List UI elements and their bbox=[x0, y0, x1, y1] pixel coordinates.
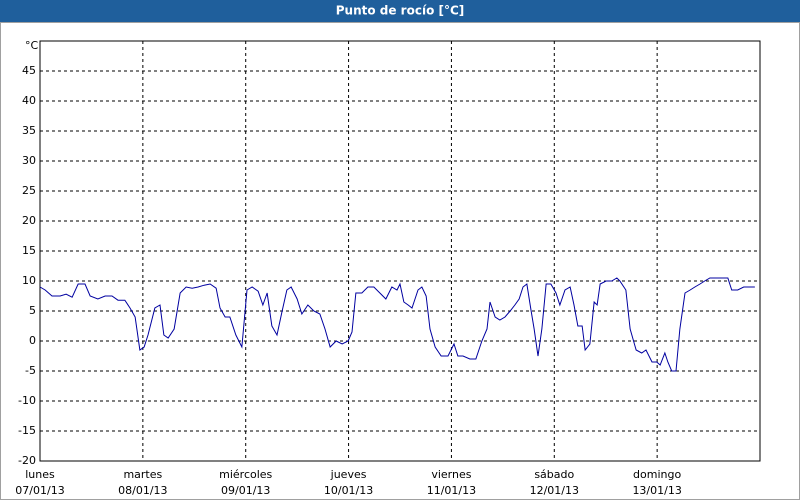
y-tick-label: -5 bbox=[25, 364, 36, 377]
x-tick-date: 09/01/13 bbox=[221, 484, 270, 497]
x-tick-label: viernes bbox=[431, 468, 471, 481]
x-tick-label: lunes bbox=[25, 468, 55, 481]
x-tick-label: jueves bbox=[330, 468, 367, 481]
x-tick-date: 08/01/13 bbox=[118, 484, 167, 497]
chart-title: Punto de rocío [°C] bbox=[336, 4, 465, 18]
header-bar bbox=[0, 0, 800, 22]
y-tick-label: -10 bbox=[18, 394, 36, 407]
x-tick-date: 07/01/13 bbox=[15, 484, 64, 497]
y-tick-label: 5 bbox=[29, 304, 36, 317]
y-tick-label: 45 bbox=[22, 64, 36, 77]
x-tick-label: domingo bbox=[633, 468, 681, 481]
plot-border bbox=[39, 40, 761, 462]
y-tick-label: 0 bbox=[29, 334, 36, 347]
y-tick-label: 25 bbox=[22, 184, 36, 197]
y-tick-label: 35 bbox=[22, 124, 36, 137]
y-axis-label: °C bbox=[25, 39, 39, 52]
x-tick-label: sábado bbox=[534, 468, 574, 481]
y-tick-label: -15 bbox=[18, 424, 36, 437]
x-tick-date: 10/01/13 bbox=[324, 484, 373, 497]
y-tick-label: 15 bbox=[22, 244, 36, 257]
y-tick-label: 10 bbox=[22, 274, 36, 287]
x-tick-label: martes bbox=[123, 468, 162, 481]
y-tick-label: 20 bbox=[22, 214, 36, 227]
y-tick-label: -20 bbox=[18, 454, 36, 467]
x-tick-label: miércoles bbox=[219, 468, 272, 481]
x-tick-date: 11/01/13 bbox=[427, 484, 476, 497]
y-tick-label: 40 bbox=[22, 94, 36, 107]
y-tick-label: 30 bbox=[22, 154, 36, 167]
line-series bbox=[39, 277, 755, 372]
x-tick-date: 13/01/13 bbox=[632, 484, 681, 497]
x-tick-date: 12/01/13 bbox=[530, 484, 579, 497]
